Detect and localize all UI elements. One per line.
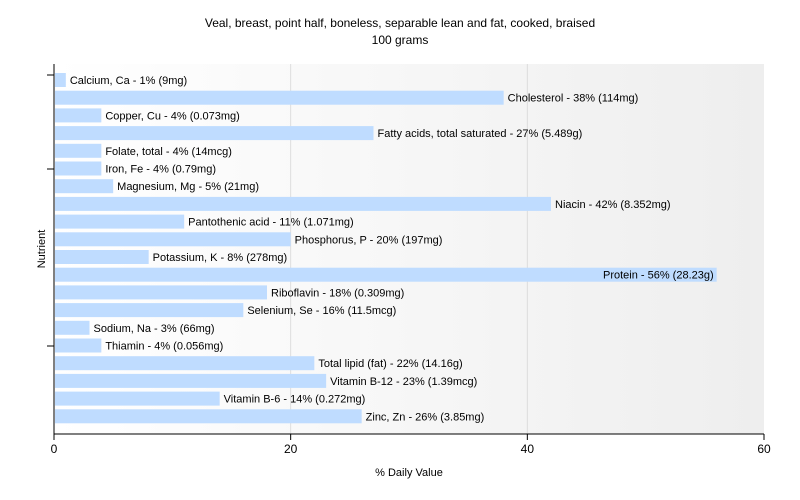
bar-4 <box>55 143 102 158</box>
bar-label-1: Cholesterol - 38% (114mg) <box>508 93 639 105</box>
bar-label-19: Zinc, Zn - 26% (3.85mg) <box>366 411 485 423</box>
bar-7 <box>55 196 551 211</box>
bar-label-0: Calcium, Ca - 1% (9mg) <box>70 75 187 87</box>
bar-2 <box>55 108 102 123</box>
bar-label-10: Potassium, K - 8% (278mg) <box>153 252 288 264</box>
x-axis-ticks: 0 20 40 60 <box>51 434 771 456</box>
bar-18 <box>55 391 220 406</box>
bar-label-17: Vitamin B-12 - 23% (1.39mcg) <box>330 376 477 388</box>
x-tick-label-40: 40 <box>521 442 535 456</box>
bar-label-18: Vitamin B-6 - 14% (0.272mg) <box>224 394 366 406</box>
bar-11 <box>55 267 717 282</box>
bar-label-12: Riboflavin - 18% (0.309mg) <box>271 287 404 299</box>
bar-10 <box>55 250 149 264</box>
bar-14 <box>55 320 90 335</box>
chart-subtitle: 100 grams <box>372 33 429 47</box>
bars <box>55 73 717 424</box>
grid-lines <box>290 64 528 434</box>
bar-label-4: Folate, total - 4% (14mcg) <box>105 146 232 158</box>
bar-3 <box>55 126 374 141</box>
bar-1 <box>55 90 504 105</box>
bar-13 <box>55 303 244 318</box>
bar-5 <box>55 161 102 176</box>
bar-label-9: Phosphorus, P - 20% (197mg) <box>295 234 443 246</box>
x-tick-label-20: 20 <box>284 442 298 456</box>
bar-15 <box>55 338 102 353</box>
y-axis-title: Nutrient <box>36 230 48 269</box>
bar-19 <box>55 409 362 424</box>
bar-labels: Calcium, Ca - 1% (9mg) Cholesterol - 38% … <box>70 75 714 423</box>
bar-0 <box>55 73 66 87</box>
bar-label-13: Selenium, Se - 16% (11.5mcg) <box>247 305 396 317</box>
y-axis-ticks <box>47 74 54 347</box>
x-tick-label-60: 60 <box>757 442 771 456</box>
bar-label-15: Thiamin - 4% (0.056mg) <box>105 341 223 353</box>
bar-label-7: Niacin - 42% (8.352mg) <box>555 199 671 211</box>
bar-8 <box>55 214 185 229</box>
chart-title: Veal, breast, point half, boneless, sepa… <box>205 16 595 30</box>
bar-9 <box>55 232 291 247</box>
bar-17 <box>55 373 327 388</box>
bar-label-8: Pantothenic acid - 11% (1.071mg) <box>188 217 354 229</box>
x-axis-title: % Daily Value <box>375 467 443 479</box>
bar-label-6: Magnesium, Mg - 5% (21mg) <box>117 181 259 193</box>
bar-label-14: Sodium, Na - 3% (66mg) <box>94 323 215 335</box>
x-tick-label-0: 0 <box>51 442 58 456</box>
plot-area <box>54 64 764 434</box>
bar-12 <box>55 285 267 300</box>
bar-6 <box>55 179 114 194</box>
bar-label-11: Protein - 56% (28.23g) <box>603 270 714 282</box>
bar-label-3: Fatty acids, total saturated - 27% (5.48… <box>378 128 583 140</box>
bar-16 <box>55 356 315 371</box>
bar-label-5: Iron, Fe - 4% (0.79mg) <box>105 164 216 176</box>
bar-label-2: Copper, Cu - 4% (0.073mg) <box>105 110 240 122</box>
bar-label-16: Total lipid (fat) - 22% (14.16g) <box>318 358 462 370</box>
